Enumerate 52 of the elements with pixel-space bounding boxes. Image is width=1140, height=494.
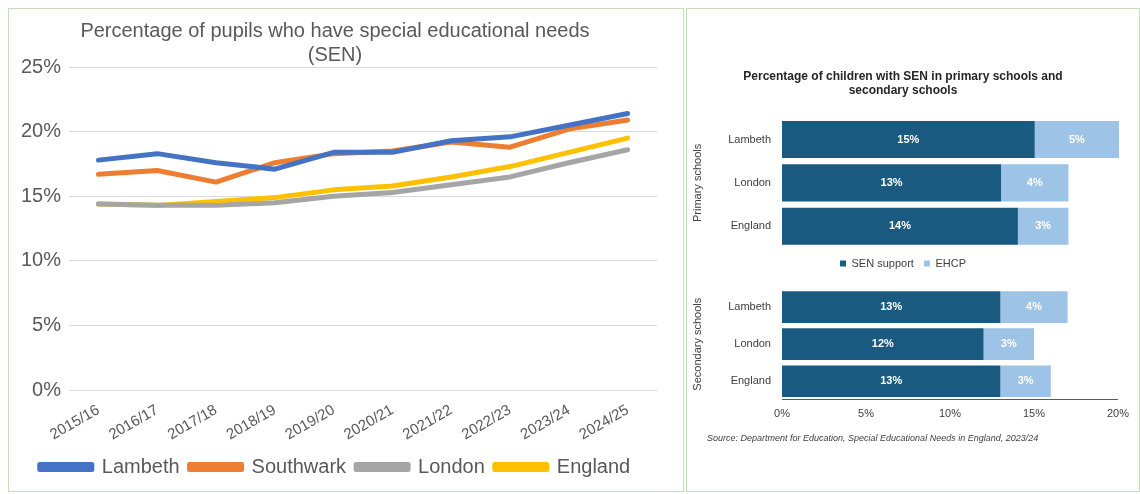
y-axis-title: Primary schools [690,143,703,223]
source-note: Source: Department for Education, Special Educational Needs in England, 2023/24 [706,433,1040,443]
legend-label: London [418,454,485,477]
y-tick-label: 10% [21,248,62,271]
y-tick-label: 15% [21,183,62,206]
y-tick-label: England [730,219,771,232]
x-tick-label: 15% [1022,407,1046,420]
legend-label: Lambeth [101,454,180,477]
data-label: 3% [1000,337,1017,350]
bar [782,164,1002,202]
data-label: 3% [1017,374,1034,387]
data-label: 13% [880,374,903,387]
data-label: 4% [1026,175,1043,188]
data-label: 4% [1026,300,1043,313]
chart-title: Percentage of children with SEN in primary schools and secondary schools [743,68,1063,97]
data-label: 14% [888,219,912,232]
data-label: 5% [1068,132,1086,145]
legend-label: Southwark [251,454,348,477]
bar [1001,164,1069,202]
chart-title: Percentage of pupils who have special educational needs (SEN) [80,18,590,65]
data-label: 3% [1035,219,1052,232]
x-tick-label: 5% [858,407,875,420]
y-tick-label: 0% [32,377,62,400]
bar [1034,120,1119,159]
y-tick-label: 5% [32,313,62,336]
bar [782,120,1035,159]
y-tick-label: London [734,337,771,350]
data-label: 15% [897,132,920,145]
data-label: 13% [880,175,903,188]
legend-label: England [556,454,631,477]
y-tick-label: Lambeth [728,132,771,145]
y-tick-label: 20% [21,119,62,142]
y-tick-label: England [730,374,771,387]
bar [782,207,1018,245]
y-axis-title: Secondary schools [690,297,703,391]
bar [1017,207,1069,245]
bar [983,328,1034,361]
x-tick-label: 0% [774,407,791,420]
x-tick-label: 10% [938,407,962,420]
x-tick-label: 20% [1106,407,1130,420]
bar [1000,291,1068,323]
y-tick-label: Lambeth [728,300,771,313]
legend-label: SEN support [851,256,914,269]
y-tick-label: London [734,175,771,188]
data-label: 12% [871,337,895,350]
legend-label: EHCP [935,256,966,269]
bar [1000,365,1051,398]
bar [782,328,984,361]
data-label: 13% [880,300,903,313]
bar [782,365,1001,398]
y-tick-label: 25% [21,54,62,77]
bar [782,291,1001,323]
